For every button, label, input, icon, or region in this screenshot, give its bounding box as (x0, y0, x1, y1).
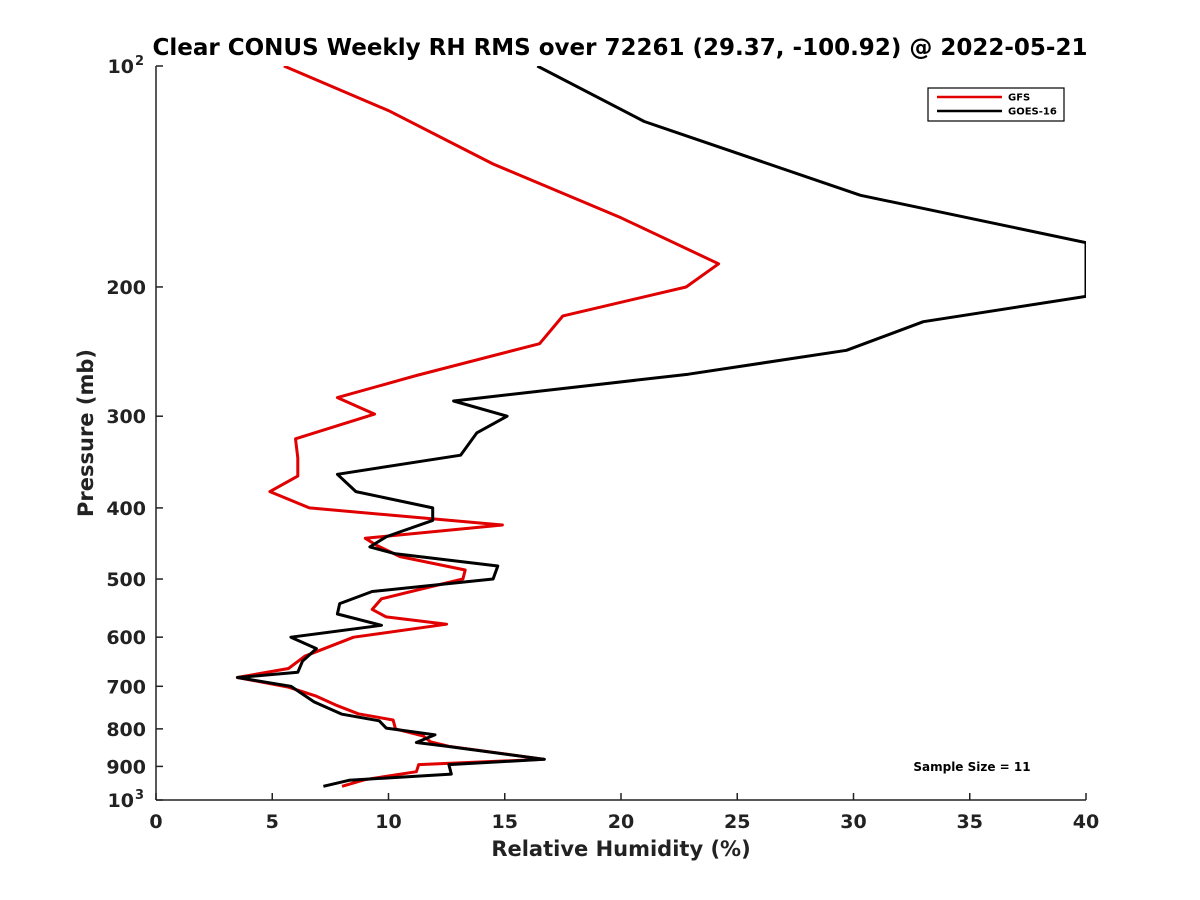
legend: GFS GOES-16 (927, 87, 1065, 122)
y-tick-label: 10 (108, 56, 134, 78)
x-tick-label: 0 (149, 811, 162, 833)
y-axis-label: Pressure (mb) (74, 349, 98, 517)
x-tick-label: 40 (1073, 811, 1099, 833)
series-layer (235, 66, 1086, 788)
y-tick-label-base: 10 (108, 56, 134, 78)
x-tick-label: 15 (492, 811, 518, 833)
y-tick-label: 600 (106, 627, 146, 649)
legend-box (927, 87, 1065, 122)
y-tick-label: 200 (106, 277, 146, 299)
x-tick-label: 5 (266, 811, 279, 833)
series-line-goes-16 (235, 66, 1086, 788)
y-tick-label-exponent: 3 (135, 788, 144, 803)
legend-label: GOES-16 (1008, 107, 1057, 118)
x-tick-label: 30 (840, 811, 866, 833)
y-tick-label: 300 (106, 406, 146, 428)
y-tick-label: 500 (106, 569, 146, 591)
x-tick-label: 25 (724, 811, 750, 833)
x-tick-label: 35 (957, 811, 983, 833)
y-tick-label-base: 10 (108, 790, 134, 812)
legend-label: GFS (1008, 93, 1030, 104)
chart-title: Clear CONUS Weekly RH RMS over 72261 (29… (153, 35, 1088, 61)
x-tick-label: 10 (375, 811, 401, 833)
y-tick-label: 700 (106, 676, 146, 698)
x-tick-label: 20 (608, 811, 634, 833)
y-tick-label: 10 (108, 790, 134, 812)
sample-size-annotation: Sample Size = 11 (913, 760, 1030, 774)
series-line-gfs (235, 66, 721, 788)
x-axis-ticks: 0 5 10 15 20 25 30 35 40 (149, 793, 1099, 833)
y-tick-label: 800 (106, 719, 146, 741)
x-axis-label: Relative Humidity (%) (491, 837, 750, 861)
y-tick-label: 900 (106, 756, 146, 778)
y-tick-label: 400 (106, 498, 146, 520)
y-tick-label-exponent: 2 (135, 54, 144, 69)
